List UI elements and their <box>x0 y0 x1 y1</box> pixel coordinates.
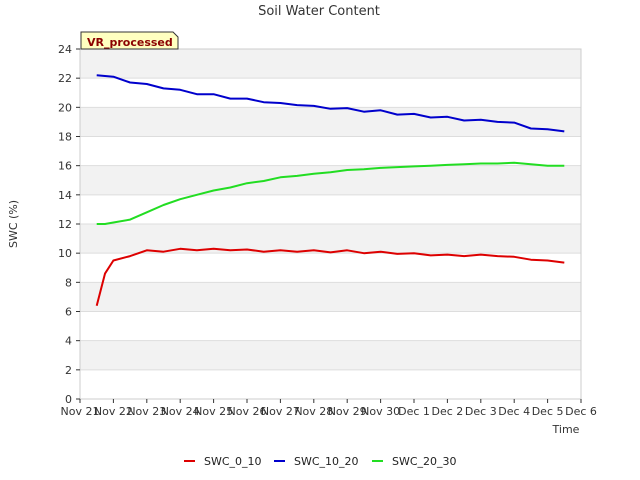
y-tick-label: 4 <box>65 335 72 348</box>
series-lines <box>95 74 565 306</box>
y-tick-label: 16 <box>58 160 72 173</box>
y-tick-label: 14 <box>58 189 72 202</box>
y-tick-label: 2 <box>65 364 72 377</box>
grid-band <box>80 165 581 195</box>
x-tick-label: Nov 25 <box>194 405 233 418</box>
x-tick-label: Nov 23 <box>127 405 166 418</box>
x-tick-label: Nov 27 <box>261 405 300 418</box>
badge-label: VR_processed <box>87 36 173 49</box>
series-line-swc-0-10 <box>95 247 565 306</box>
y-tick-label: 0 <box>65 393 72 406</box>
legend-label: SWC_20_30 <box>392 455 457 468</box>
series-line-swc-20-30 <box>96 161 565 225</box>
series-line-swc-10-20 <box>96 74 565 133</box>
y-axis-title: SWC (%) <box>7 200 20 248</box>
chart-title: Soil Water Content <box>258 4 380 19</box>
grid-band <box>80 282 581 312</box>
x-tick-label: Dec 4 <box>498 405 530 418</box>
x-tick-label: Dec 6 <box>565 405 597 418</box>
x-tick-label: Nov 21 <box>61 405 100 418</box>
badge-box <box>80 31 179 50</box>
legend-label: SWC_0_10 <box>204 455 262 468</box>
x-tick-label: Nov 24 <box>161 405 200 418</box>
legend-label: SWC_10_20 <box>294 455 359 468</box>
y-tick-label: 10 <box>58 247 72 260</box>
x-tick-label: Nov 26 <box>228 405 267 418</box>
y-tick-label: 24 <box>58 43 72 56</box>
grid-band <box>80 340 581 370</box>
y-tick-label: 20 <box>58 101 72 114</box>
x-tick-label: Dec 1 <box>398 405 430 418</box>
y-tick-label: 12 <box>58 218 72 231</box>
y-tick-label: 8 <box>65 276 72 289</box>
x-tick-label: Nov 29 <box>328 405 367 418</box>
x-tick-label: Nov 28 <box>294 405 333 418</box>
x-tick-label: Dec 5 <box>532 405 564 418</box>
grid-band <box>80 224 581 254</box>
y-tick-label: 22 <box>58 72 72 85</box>
x-axis-title: Time <box>552 423 580 436</box>
grid-band <box>80 49 581 79</box>
x-tick-label: Dec 3 <box>465 405 497 418</box>
x-tick-label: Dec 2 <box>432 405 464 418</box>
x-tick-label: Nov 30 <box>361 405 400 418</box>
x-tick-label: Nov 22 <box>94 405 133 418</box>
y-tick-label: 18 <box>58 131 72 144</box>
y-tick-label: 6 <box>65 306 72 319</box>
legend: SWC_0_10 SWC_10_20 SWC_20_30 <box>184 455 457 468</box>
vr-processed-badge: VR_processed <box>80 31 179 50</box>
